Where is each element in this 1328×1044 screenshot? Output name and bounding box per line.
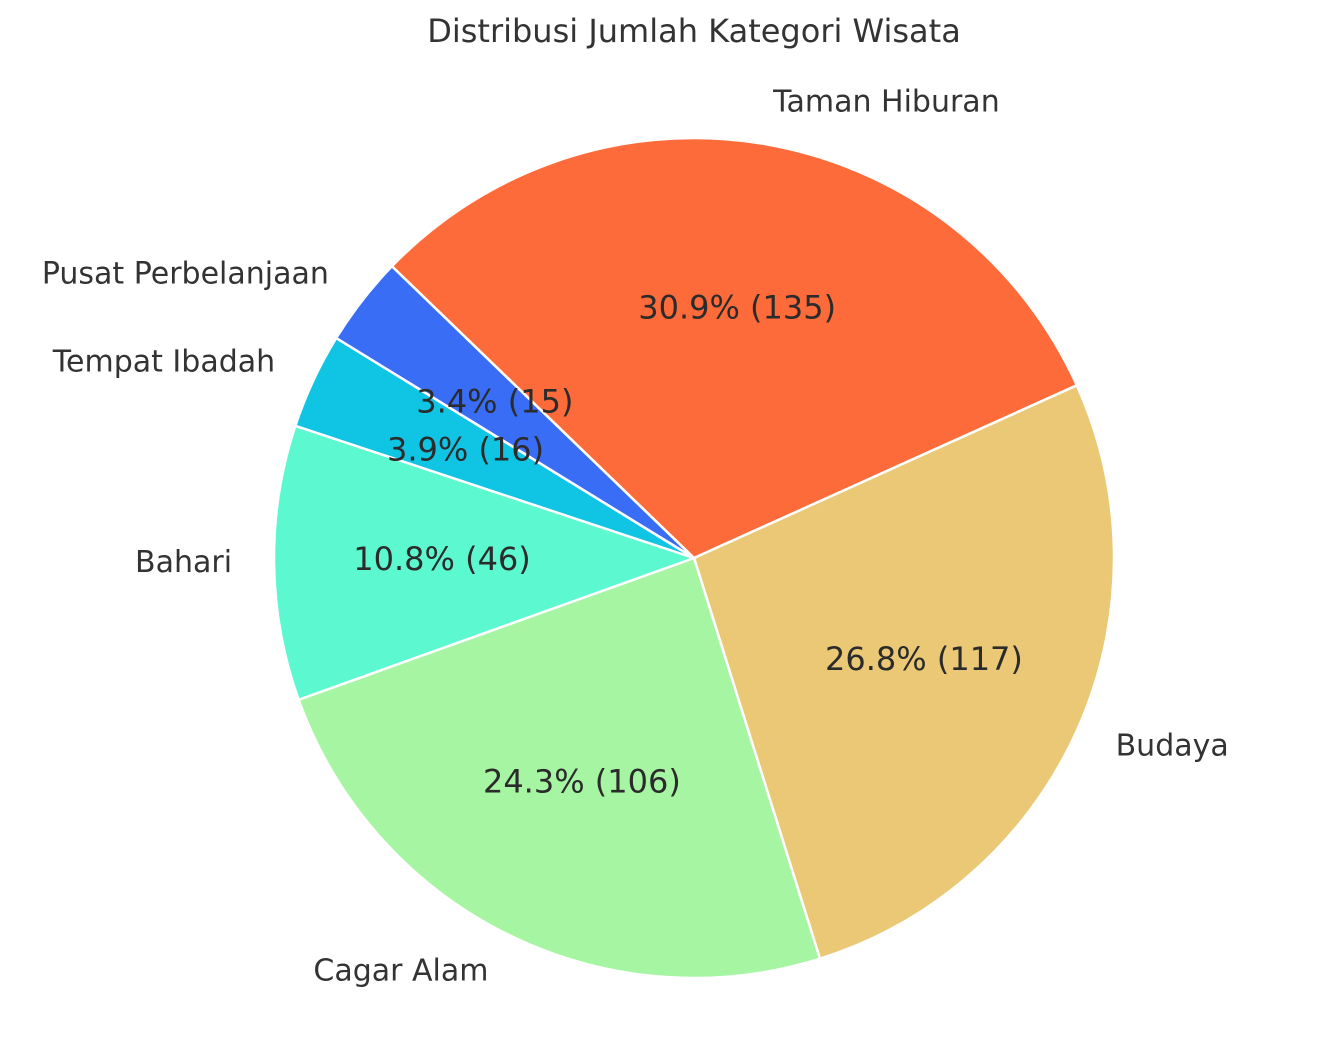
slice-budaya [692,383,1116,961]
percent-label-pusat-perbelanjaan: 3.4% (15) [416,383,573,421]
percent-label-taman-hiburan: 30.9% (135) [638,289,836,327]
slice-pusat-perbelanjaan [334,264,695,560]
chart-title: Distribusi Jumlah Kategori Wisata [427,12,961,50]
slice-labels: Taman Hiburan Budaya Cagar Alam Bahari Tempa… [42,84,1229,988]
slice-label-taman-hiburan: Taman Hiburan [772,84,1000,119]
slice-label-tempat-ibadah: Tempat Ibadah [52,345,275,380]
slice-label-cagar-alam: Cagar Alam [313,953,488,988]
percent-label-budaya: 26.8% (117) [825,640,1023,678]
slice-label-bahari: Bahari [135,545,232,580]
percent-labels: 30.9% (135) 26.8% (117) 24.3% (106) 10.8% (… [353,289,1023,801]
percent-label-cagar-alam: 24.3% (106) [483,763,681,801]
slice-bahari [272,424,698,702]
pie-slices [272,136,1116,980]
slice-cagar-alam [297,556,822,980]
slice-label-budaya: Budaya [1116,728,1229,763]
slice-taman-hiburan [390,136,1079,560]
slice-label-pusat-perbelanjaan: Pusat Perbelanjaan [42,256,329,291]
percent-label-bahari: 10.8% (46) [353,540,531,578]
percent-label-tempat-ibadah: 3.9% (16) [387,431,544,469]
